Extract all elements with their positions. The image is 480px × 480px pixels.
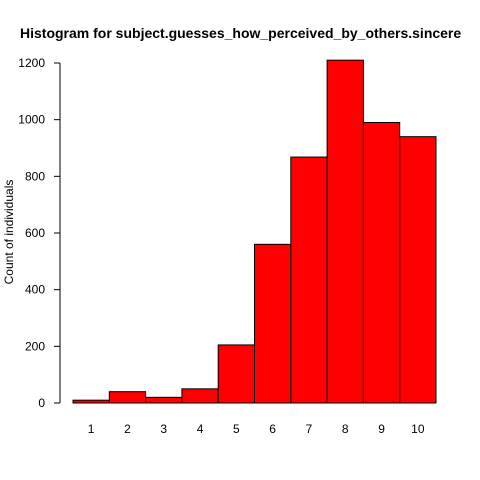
y-tick-label-800: 800 bbox=[25, 169, 45, 183]
y-tick-label-400: 400 bbox=[25, 283, 45, 297]
bar-8 bbox=[326, 59, 364, 404]
x-tick-label-6: 6 bbox=[269, 422, 276, 436]
bar-2 bbox=[108, 391, 147, 404]
y-tick-label-1200: 1200 bbox=[18, 56, 45, 70]
chart-title: Histogram for subject.guesses_how_percei… bbox=[20, 25, 461, 41]
y-tick-label-0: 0 bbox=[38, 396, 45, 410]
bar-7 bbox=[290, 156, 328, 404]
x-tick-label-4: 4 bbox=[197, 422, 204, 436]
bar-10 bbox=[399, 136, 437, 404]
y-tick-label-1000: 1000 bbox=[18, 113, 45, 127]
y-tick-label-600: 600 bbox=[25, 226, 45, 240]
y-axis-label: Count of individuals bbox=[2, 180, 16, 285]
x-tick-label-8: 8 bbox=[342, 422, 349, 436]
y-axis: 0 200 400 600 800 1000 1200 bbox=[18, 56, 61, 410]
x-tick-label-3: 3 bbox=[160, 422, 167, 436]
bar-3 bbox=[145, 396, 183, 404]
x-tick-label-9: 9 bbox=[378, 422, 385, 436]
x-tick-label-1: 1 bbox=[88, 422, 95, 436]
x-axis-labels: 1 2 3 4 5 6 7 8 9 10 bbox=[88, 422, 425, 436]
y-tick-label-200: 200 bbox=[25, 339, 45, 353]
bar-6 bbox=[254, 243, 292, 404]
bars-group bbox=[72, 59, 437, 404]
x-tick-label-2: 2 bbox=[124, 422, 131, 436]
bar-1 bbox=[72, 399, 110, 404]
bar-5 bbox=[217, 344, 255, 404]
bar-4 bbox=[181, 388, 219, 404]
x-tick-label-7: 7 bbox=[306, 422, 313, 436]
bar-9 bbox=[362, 122, 401, 404]
x-tick-label-10: 10 bbox=[411, 422, 425, 436]
x-tick-label-5: 5 bbox=[233, 422, 240, 436]
